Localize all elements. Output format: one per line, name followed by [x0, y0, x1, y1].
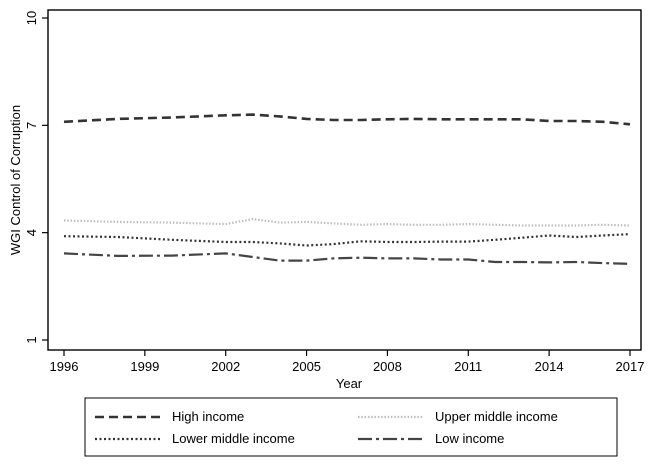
x-axis: 1996 1999 2002 2005 2008 2011 2014 2017 — [50, 350, 645, 374]
x-tick-label: 2002 — [211, 359, 240, 374]
series-line-high-income — [63, 113, 631, 126]
legend-label-upper-middle-income: Upper middle income — [435, 409, 558, 424]
series-layer — [63, 113, 631, 265]
y-tick-label: 7 — [24, 122, 39, 129]
y-axis-label: WGI Control of Corruption — [8, 105, 23, 255]
legend-box — [84, 397, 618, 457]
series-line-upper-middle-income — [63, 218, 631, 227]
y-axis: 1 4 7 10 — [24, 11, 48, 344]
legend-label-low-income: Low income — [435, 431, 504, 446]
x-axis-label: Year — [336, 376, 363, 391]
series-line-low-income — [63, 252, 631, 265]
legend-label-lower-middle-income: Lower middle income — [172, 431, 295, 446]
y-tick-label: 10 — [24, 11, 39, 25]
x-tick-label: 2014 — [535, 359, 564, 374]
x-tick-label: 2005 — [292, 359, 321, 374]
legend-label-high-income: High income — [172, 409, 244, 424]
x-tick-label: 1996 — [50, 359, 79, 374]
x-tick-label: 2008 — [373, 359, 402, 374]
x-tick-label: 2011 — [454, 359, 482, 374]
y-tick-label: 4 — [24, 229, 39, 236]
x-tick-label: 1999 — [130, 359, 159, 374]
x-tick-label: 2017 — [616, 359, 645, 374]
y-tick-label: 1 — [24, 336, 39, 343]
legend: High income Upper middle income Lower midd… — [84, 397, 618, 457]
plot-frame — [47, 9, 642, 351]
